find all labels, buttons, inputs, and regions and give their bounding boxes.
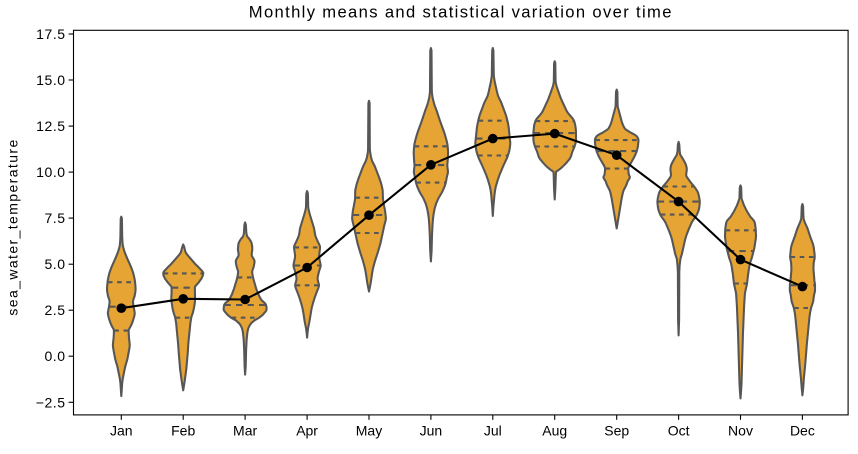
svg-text:Dec: Dec [790, 423, 815, 439]
svg-text:2.5: 2.5 [44, 302, 65, 318]
svg-text:Monthly means and statistical: Monthly means and statistical variation … [249, 3, 673, 22]
svg-text:Feb: Feb [171, 423, 195, 439]
svg-text:17.5: 17.5 [36, 26, 65, 42]
svg-text:15.0: 15.0 [36, 72, 65, 88]
svg-text:Mar: Mar [233, 423, 257, 439]
svg-text:Nov: Nov [728, 423, 753, 439]
svg-text:Jul: Jul [484, 423, 502, 439]
svg-text:sea_water_temperature: sea_water_temperature [5, 138, 21, 315]
svg-text:Oct: Oct [668, 423, 690, 439]
svg-text:Apr: Apr [296, 423, 318, 439]
svg-text:Jun: Jun [420, 423, 443, 439]
svg-text:Jan: Jan [110, 423, 133, 439]
svg-text:Sep: Sep [604, 423, 629, 439]
svg-text:May: May [356, 423, 382, 439]
svg-text:5.0: 5.0 [44, 256, 65, 272]
svg-text:0.0: 0.0 [44, 348, 65, 364]
svg-text:−2.5: −2.5 [36, 394, 66, 410]
svg-text:Aug: Aug [542, 423, 567, 439]
svg-text:12.5: 12.5 [36, 118, 65, 134]
svg-text:10.0: 10.0 [36, 164, 65, 180]
svg-text:7.5: 7.5 [44, 210, 65, 226]
